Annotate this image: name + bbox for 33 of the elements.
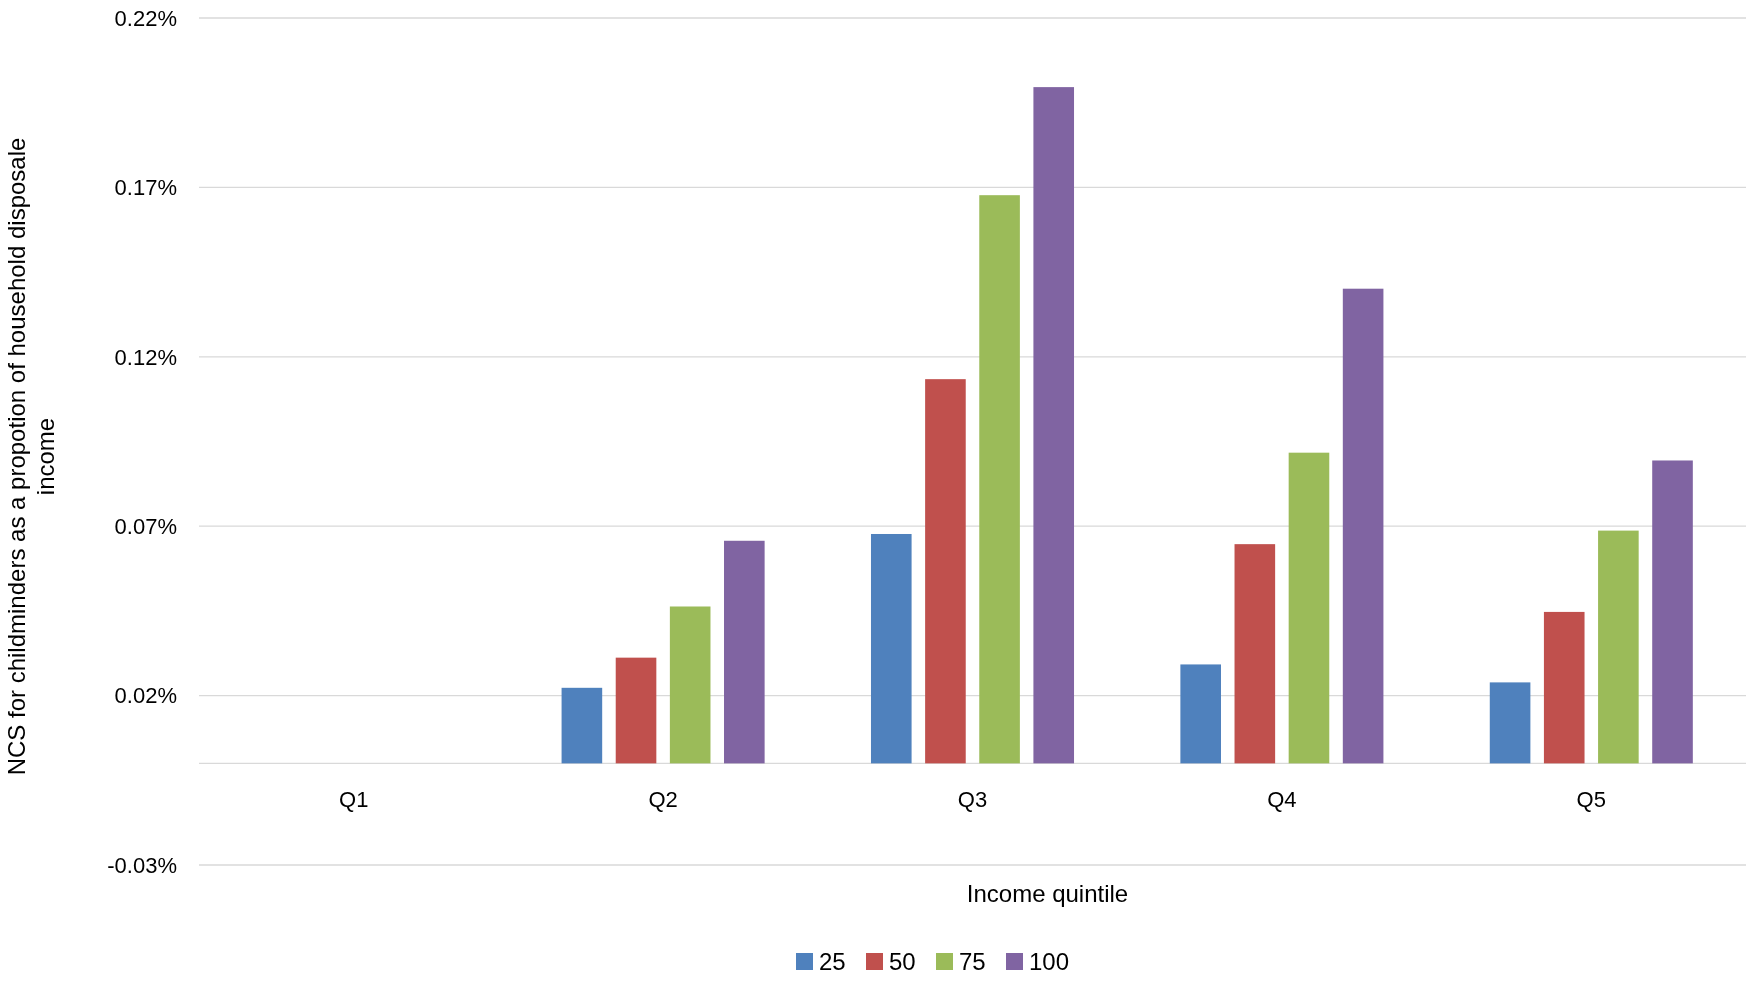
bar: [1342, 288, 1384, 764]
bar: [1489, 682, 1531, 764]
legend-label: 25: [819, 948, 846, 975]
x-tick-label: Q3: [957, 787, 988, 813]
x-tick-label: Q2: [648, 787, 678, 813]
legend-label: 100: [1029, 948, 1070, 975]
y-tick-label: 0.02%: [114, 683, 177, 709]
bar: [1288, 452, 1330, 764]
bar: [870, 533, 912, 764]
bar: [669, 606, 711, 764]
y-tick-label: 0.12%: [114, 344, 177, 370]
bar: [561, 687, 603, 764]
x-tick-label: Q5: [1576, 787, 1606, 813]
bar: [1598, 530, 1639, 764]
y-tick-label: -0.03%: [107, 852, 177, 878]
bar: [615, 657, 657, 764]
bar: [724, 540, 765, 764]
y-tick-label: 0.17%: [114, 175, 177, 201]
x-tick-label: Q4: [1267, 787, 1297, 813]
bar: [925, 379, 966, 764]
y-tick-label: 0.07%: [114, 513, 177, 539]
legend-label: 50: [889, 948, 916, 975]
bar: [1234, 544, 1276, 764]
bar: [979, 195, 1020, 764]
legend-label: 75: [959, 948, 986, 975]
bar: [1543, 611, 1585, 764]
bar: [1033, 87, 1075, 764]
x-axis-title: Income quintile: [966, 880, 1129, 907]
bar: [1652, 460, 1693, 764]
x-tick-label: Q1: [339, 787, 369, 813]
y-axis-title: NCS for childminders as a propotion of household disposale income: [2, 137, 59, 776]
y-tick-label: 0.22%: [114, 5, 177, 31]
bar: [1180, 664, 1221, 764]
